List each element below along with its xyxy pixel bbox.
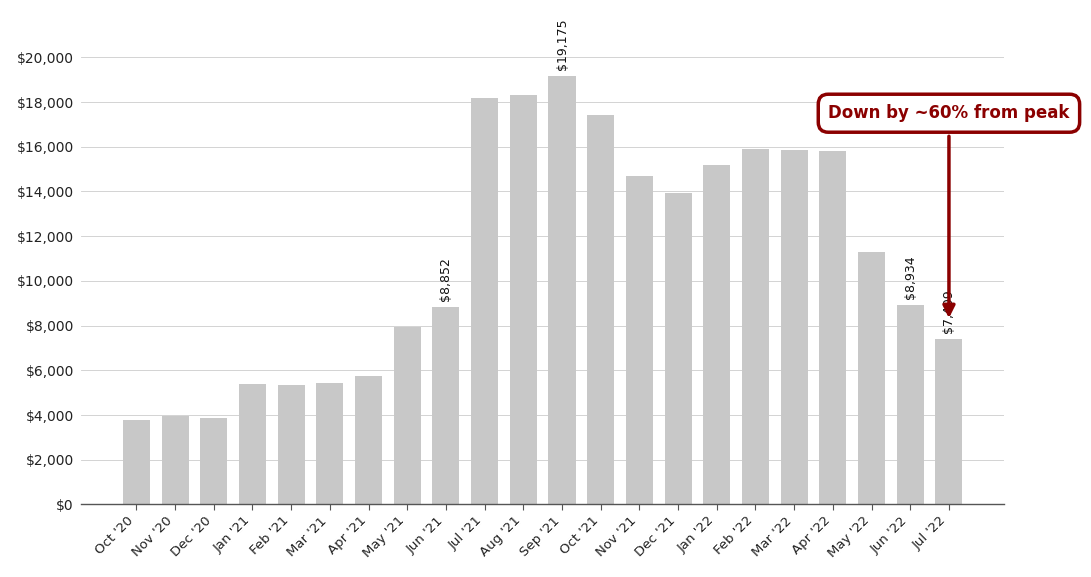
Bar [123, 419, 149, 504]
Bar [201, 418, 227, 504]
Bar [587, 115, 614, 504]
Bar [858, 252, 885, 504]
Bar [704, 164, 730, 504]
Bar [432, 306, 459, 504]
Bar [239, 384, 266, 504]
Bar [897, 305, 924, 504]
Bar [471, 98, 499, 504]
Bar [626, 176, 652, 504]
Bar [664, 193, 692, 504]
Text: $8,934: $8,934 [903, 256, 916, 299]
Bar [355, 376, 382, 504]
Bar [819, 151, 847, 504]
Bar [277, 385, 304, 504]
Bar [161, 416, 189, 504]
Bar [549, 76, 576, 504]
Text: $19,175: $19,175 [555, 18, 568, 70]
Bar [394, 327, 421, 504]
Bar [316, 383, 344, 504]
Bar [781, 150, 807, 504]
Text: $8,852: $8,852 [440, 257, 453, 301]
Text: Down by ~60% from peak: Down by ~60% from peak [828, 104, 1069, 314]
Bar [509, 95, 537, 504]
Bar [935, 339, 962, 504]
Text: $7,409: $7,409 [943, 290, 956, 334]
Bar [742, 149, 769, 504]
